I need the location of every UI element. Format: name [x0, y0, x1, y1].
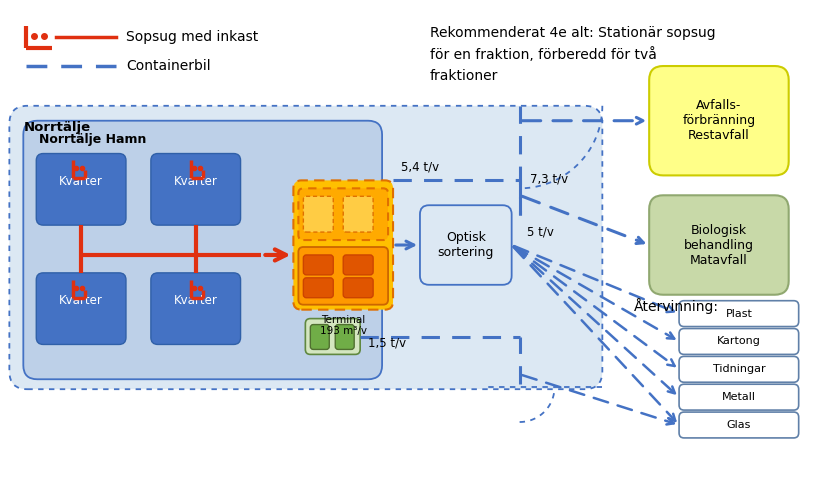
- Text: 7,3 t/v: 7,3 t/v: [529, 172, 568, 185]
- FancyBboxPatch shape: [679, 356, 799, 382]
- Text: Rekommenderat 4e alt: Stationär sopsug
för en fraktion, förberedd för två
frakti: Rekommenderat 4e alt: Stationär sopsug f…: [430, 26, 716, 83]
- Text: Glas: Glas: [726, 420, 751, 430]
- FancyBboxPatch shape: [679, 300, 799, 327]
- Text: Optisk
sortering: Optisk sortering: [438, 231, 494, 259]
- FancyBboxPatch shape: [343, 197, 373, 232]
- Text: Plast: Plast: [725, 308, 752, 319]
- FancyBboxPatch shape: [9, 106, 602, 389]
- Text: Metall: Metall: [722, 392, 756, 402]
- Text: Avfalls-
förbränning
Restavfall: Avfalls- förbränning Restavfall: [682, 99, 756, 142]
- Text: Kvarter: Kvarter: [174, 175, 217, 188]
- FancyBboxPatch shape: [679, 412, 799, 438]
- FancyBboxPatch shape: [24, 121, 382, 379]
- FancyBboxPatch shape: [36, 153, 126, 225]
- FancyBboxPatch shape: [298, 188, 388, 240]
- Text: Terminal
193 m³/v: Terminal 193 m³/v: [319, 315, 367, 336]
- Text: Norrtälje Hamn: Norrtälje Hamn: [39, 133, 146, 146]
- Text: Sopsug med inkast: Sopsug med inkast: [126, 30, 258, 44]
- Text: 5,4 t/v: 5,4 t/v: [401, 160, 440, 173]
- FancyBboxPatch shape: [420, 205, 511, 285]
- FancyBboxPatch shape: [679, 329, 799, 354]
- FancyBboxPatch shape: [293, 180, 393, 310]
- FancyBboxPatch shape: [343, 255, 373, 275]
- FancyBboxPatch shape: [36, 273, 126, 345]
- Text: Norrtälje: Norrtälje: [24, 121, 91, 134]
- Text: 5 t/v: 5 t/v: [527, 225, 553, 238]
- Text: Återvinning:: Återvinning:: [634, 297, 719, 314]
- FancyBboxPatch shape: [151, 153, 240, 225]
- FancyBboxPatch shape: [335, 325, 355, 349]
- FancyBboxPatch shape: [303, 197, 333, 232]
- Text: Biologisk
behandling
Matavfall: Biologisk behandling Matavfall: [684, 224, 754, 266]
- Text: Tidningar: Tidningar: [712, 364, 766, 374]
- FancyBboxPatch shape: [306, 319, 360, 354]
- FancyBboxPatch shape: [303, 255, 333, 275]
- FancyBboxPatch shape: [151, 273, 240, 345]
- Text: Kvarter: Kvarter: [59, 294, 103, 307]
- FancyBboxPatch shape: [650, 66, 788, 175]
- Text: Kartong: Kartong: [717, 337, 761, 346]
- FancyBboxPatch shape: [298, 247, 388, 305]
- FancyBboxPatch shape: [303, 278, 333, 297]
- FancyBboxPatch shape: [679, 384, 799, 410]
- Text: 1,5 t/v: 1,5 t/v: [368, 337, 406, 349]
- Text: Containerbil: Containerbil: [126, 59, 211, 73]
- FancyBboxPatch shape: [343, 278, 373, 297]
- Text: Kvarter: Kvarter: [174, 294, 217, 307]
- FancyBboxPatch shape: [310, 325, 329, 349]
- Text: Kvarter: Kvarter: [59, 175, 103, 188]
- FancyBboxPatch shape: [650, 196, 788, 295]
